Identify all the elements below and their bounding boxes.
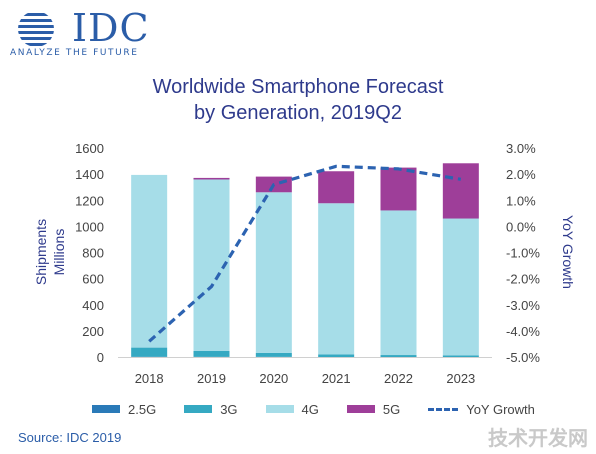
y2-tick-label: 1.0% [506, 193, 536, 208]
legend-swatch [265, 405, 294, 413]
legend-item: 5G [346, 401, 401, 417]
y2-tick-label: 2.0% [506, 167, 536, 182]
x-tick-label: 2020 [259, 371, 288, 386]
y2-tick-label: 3.0% [506, 141, 536, 156]
globe-icon [18, 13, 54, 46]
y2-tick-label: -1.0% [506, 246, 540, 261]
x-tick-label: 2023 [446, 371, 475, 386]
legend-swatch [184, 405, 213, 413]
bar-3G-2021 [318, 354, 355, 357]
legend-item: YoY Growth [428, 402, 535, 417]
bar-4G-2023 [442, 218, 479, 356]
yoy-growth-line [148, 164, 462, 343]
bar-5G-2023 [442, 163, 479, 219]
bar-3G-2020 [255, 352, 292, 357]
y2-tick-label: -5.0% [506, 350, 540, 365]
legend-swatch [346, 405, 375, 413]
y-axis-label: Shipments [33, 219, 49, 285]
bar-4G-2020 [255, 192, 292, 353]
bar-3G-2019 [193, 350, 230, 357]
bar-5G-2022 [380, 167, 417, 211]
x-tick-label: 2019 [197, 371, 226, 386]
legend-line-swatch [428, 407, 459, 411]
logo-wordmark: IDC [72, 6, 150, 50]
y-tick-label: 1600 [75, 141, 104, 156]
x-tick-label: 2021 [322, 371, 351, 386]
bar-4G-2022 [380, 210, 417, 356]
y2-axis-label: YoY Growth [560, 215, 576, 289]
y2-tick-label: -4.0% [506, 324, 540, 339]
watermark: 技术开发网 [488, 426, 588, 450]
legend-label: 5G [382, 401, 401, 417]
y-tick-label: 600 [82, 272, 104, 287]
bar-3G-2018 [131, 347, 168, 357]
x-tick-label: 2022 [384, 371, 413, 386]
bar-4G-2021 [318, 203, 355, 355]
y-tick-label: 200 [82, 324, 104, 339]
legend-item: 4G [265, 401, 319, 417]
legend-label: 4G [301, 401, 319, 417]
y-tick-label: 400 [82, 298, 104, 313]
legend-item: 2.5G [92, 402, 156, 417]
y-tick-label: 1000 [75, 219, 104, 234]
y-tick-label: 1400 [75, 167, 104, 182]
idc-logo: IDC ANALYZE THE FUTURE [8, 8, 158, 60]
chart-title: Worldwide Smartphone Forecast by Generat… [0, 74, 596, 126]
bar-3G-2022 [380, 355, 417, 357]
bar-5G-2021 [318, 171, 355, 204]
bar-3G-2023 [442, 355, 479, 357]
legend-label: YoY Growth [466, 401, 535, 417]
legend-swatch [92, 405, 120, 413]
legend-item: 3G [184, 401, 238, 417]
bar-5G-2019 [193, 177, 230, 180]
y-axis-label: Millions [51, 229, 67, 276]
legend: 2.5G 3G 4G 5G YoY Growth [92, 400, 563, 418]
chart-title-line-2: by Generation, 2019Q2 [194, 102, 402, 124]
y2-tick-label: 0.0% [506, 219, 536, 234]
y2-tick-label: -2.0% [506, 272, 540, 287]
y-tick-label: 1200 [75, 193, 104, 208]
y-tick-label: 0 [97, 350, 104, 365]
bar-4G-2018 [131, 174, 168, 348]
chart-area: 0 200 400 600 800 1000 1200 1400 1600 -5.0% -4.0% -… [33, 141, 576, 386]
source-note: Source: IDC 2019 [18, 430, 122, 445]
legend-label: 2.5G [128, 401, 157, 417]
x-tick-label: 2018 [135, 371, 164, 386]
chart-title-line-1: Worldwide Smartphone Forecast [152, 76, 444, 98]
y2-tick-label: -3.0% [506, 298, 540, 313]
y-tick-label: 800 [82, 246, 104, 261]
logo-tagline: ANALYZE THE FUTURE [10, 48, 139, 58]
legend-label: 3G [220, 401, 238, 417]
